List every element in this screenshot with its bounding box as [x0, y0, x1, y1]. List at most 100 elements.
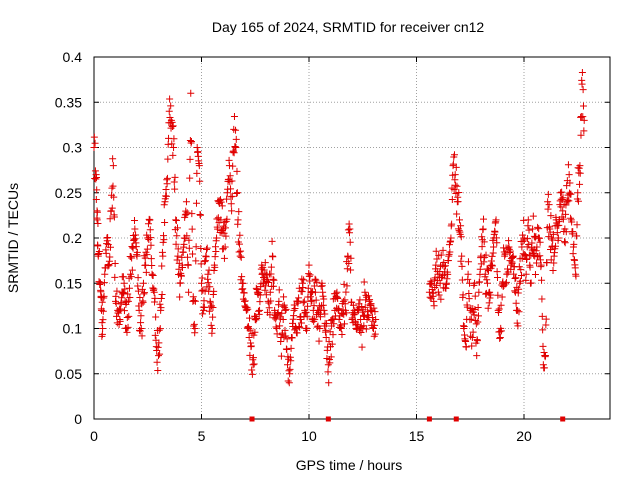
data-point [580, 116, 588, 124]
data-point [120, 307, 128, 315]
data-point [184, 253, 192, 261]
data-point [185, 244, 193, 252]
data-point [230, 125, 238, 133]
data-point [142, 268, 150, 276]
data-point [200, 306, 208, 314]
data-point [225, 162, 233, 170]
data-point [506, 248, 514, 256]
data-point [526, 263, 534, 271]
data-point [238, 273, 246, 281]
data-point [172, 216, 180, 224]
data-point [447, 234, 455, 242]
data-point [112, 299, 120, 307]
data-point [202, 253, 210, 261]
data-point [351, 310, 359, 318]
data-point [579, 113, 587, 121]
data-point [565, 171, 573, 179]
data-point [179, 264, 187, 272]
data-point [522, 270, 530, 278]
data-point [326, 328, 334, 336]
data-point [157, 295, 165, 303]
data-point [270, 282, 278, 290]
data-point [362, 325, 370, 333]
data-point [481, 270, 489, 278]
x-tick-label: 5 [198, 428, 206, 444]
data-point [247, 342, 255, 350]
data-point [186, 174, 194, 182]
data-point [545, 201, 553, 209]
data-point [219, 245, 227, 253]
data-point [295, 284, 303, 292]
data-point [343, 282, 351, 290]
data-point [463, 303, 471, 311]
data-point [348, 298, 356, 306]
data-point [562, 210, 570, 218]
data-point [452, 181, 460, 189]
data-point [256, 298, 264, 306]
data-point [358, 343, 366, 351]
data-point [453, 210, 461, 218]
y-tick-label: 0.4 [63, 49, 83, 65]
data-point [324, 361, 332, 369]
data-point [200, 303, 208, 311]
data-point [455, 188, 463, 196]
data-point [318, 282, 326, 290]
data-point [545, 233, 553, 241]
data-point [158, 262, 166, 270]
data-point [148, 261, 156, 269]
data-point [485, 299, 493, 307]
data-point [236, 231, 244, 239]
data-point [281, 326, 289, 334]
data-point [113, 287, 121, 295]
data-point [510, 270, 518, 278]
data-point [321, 310, 329, 318]
data-point [279, 302, 287, 310]
data-point [285, 367, 293, 375]
data-point [542, 352, 549, 360]
data-point [200, 297, 208, 305]
x-tick-label: 15 [409, 428, 425, 444]
data-point [371, 330, 379, 338]
data-point [430, 302, 438, 310]
data-point [536, 256, 544, 264]
data-point [237, 253, 245, 261]
data-point [116, 317, 124, 325]
data-point [229, 162, 237, 170]
data-point [557, 189, 565, 197]
data-point [311, 315, 319, 323]
data-point [256, 306, 264, 314]
data-point [249, 354, 257, 362]
data-point [165, 107, 173, 115]
data-point [196, 177, 204, 185]
data-point [95, 278, 103, 286]
data-point [94, 220, 102, 228]
data-point [128, 266, 136, 274]
data-point [521, 252, 529, 260]
data-point [370, 304, 378, 312]
data-point [139, 279, 147, 287]
data-point [100, 279, 108, 287]
data-point [166, 95, 174, 103]
data-point [161, 219, 169, 227]
data-point [221, 243, 229, 251]
data-point [429, 289, 437, 297]
data-point [281, 306, 289, 314]
data-point [371, 308, 379, 316]
data-point [176, 279, 184, 287]
data-point [174, 245, 182, 253]
x-tick-label: 20 [516, 428, 532, 444]
data-point [230, 149, 238, 157]
data-point [98, 298, 106, 306]
data-point [113, 312, 121, 320]
data-point [127, 273, 135, 281]
data-point [93, 174, 101, 182]
data-point [98, 319, 106, 327]
data-point [506, 247, 514, 255]
data-point [218, 202, 226, 210]
data-point [322, 326, 330, 334]
data-point [98, 306, 106, 314]
data-point [561, 239, 569, 247]
data-point [217, 198, 225, 206]
data-point [480, 258, 488, 266]
data-point [110, 213, 118, 221]
